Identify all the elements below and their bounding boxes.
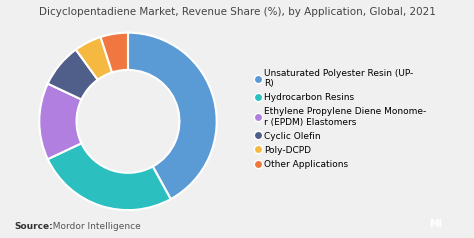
Text: MI: MI [429, 219, 443, 229]
Legend: Unsaturated Polyester Resin (UP-
R), Hydrocarbon Resins, Ethylene Propylene Dien: Unsaturated Polyester Resin (UP- R), Hyd… [256, 69, 426, 169]
Wedge shape [128, 33, 217, 199]
Wedge shape [48, 143, 171, 210]
Text: Dicyclopentadiene Market, Revenue Share (%), by Application, Global, 2021: Dicyclopentadiene Market, Revenue Share … [38, 7, 436, 17]
Wedge shape [48, 50, 98, 99]
Text: Mordor Intelligence: Mordor Intelligence [47, 222, 141, 231]
Wedge shape [100, 33, 128, 72]
Text: Source:: Source: [14, 222, 53, 231]
Wedge shape [76, 37, 112, 80]
Wedge shape [39, 84, 82, 159]
